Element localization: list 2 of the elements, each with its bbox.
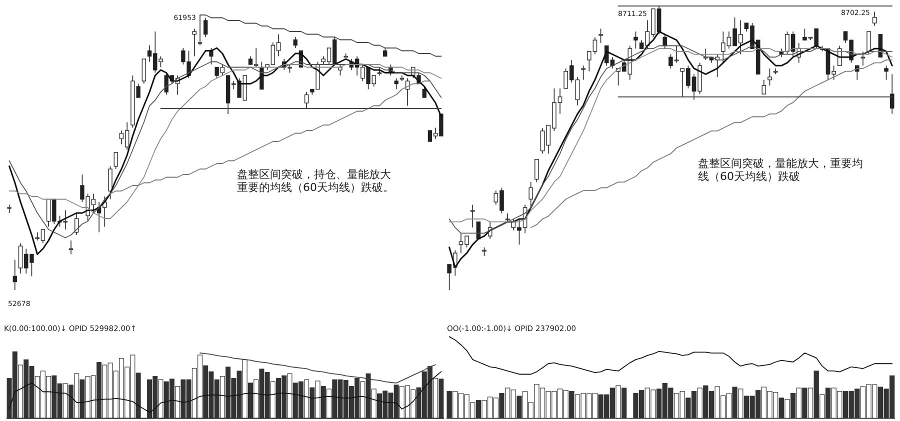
annotation: 盘整区间突破，量能放大，重要均线（60天均线）跌破 — [698, 157, 863, 184]
annotation: 盘整区间突破，持仓、量能放大重要的均线（60天均线）跌破。 — [237, 168, 394, 194]
